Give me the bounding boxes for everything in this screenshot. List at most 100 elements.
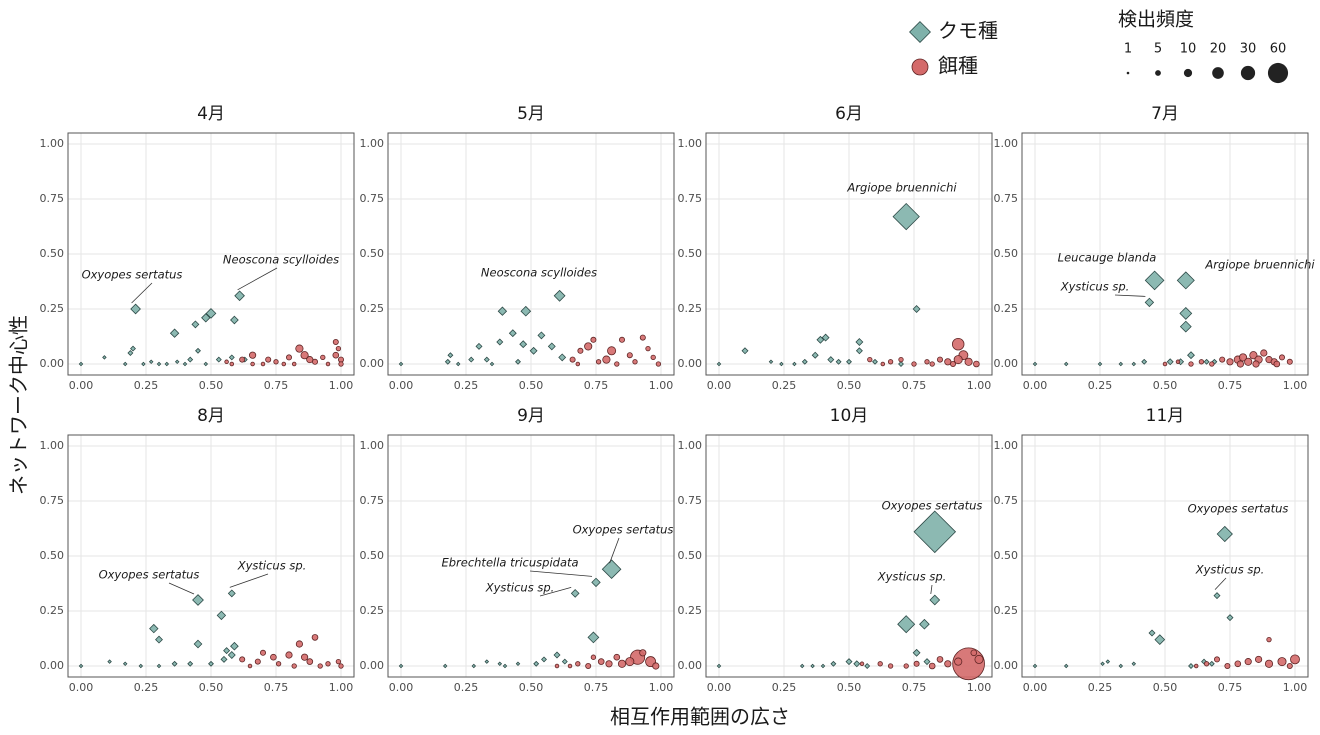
prey-point (975, 655, 983, 663)
prey-point (339, 664, 344, 669)
prey-point (266, 357, 271, 362)
annotation: Neoscona scylloides (223, 253, 339, 267)
prey-point (868, 357, 873, 362)
y-tick-label: 0.00 (40, 357, 65, 370)
x-tick-label: 0.50 (1153, 681, 1178, 694)
x-tick-label: 0.00 (69, 379, 94, 392)
prey-point (576, 362, 580, 366)
annotation: Oxyopes sertatus (1188, 502, 1289, 516)
x-tick-label: 0.25 (134, 379, 159, 392)
prey-point (640, 335, 645, 340)
prey-point (1287, 663, 1292, 668)
prey-point (614, 654, 620, 660)
prey-point (1253, 361, 1259, 367)
prey-point (878, 662, 883, 667)
x-tick-label: 0.25 (454, 681, 479, 694)
prey-point (646, 346, 651, 351)
prey-point (615, 362, 620, 367)
prey-point (591, 655, 596, 660)
prey-point (860, 662, 864, 666)
figure: 相互作用範囲の広さ ネットワーク中心性 クモ種餌種検出頻度15102030604… (0, 0, 1320, 735)
x-tick-label: 1.00 (1283, 681, 1308, 694)
size-legend-label: 1 (1124, 42, 1132, 57)
prey-point (282, 362, 286, 366)
y-tick-label: 0.25 (678, 302, 703, 315)
prey-point (585, 343, 592, 350)
annotation: Xysticus sp. (1060, 280, 1130, 294)
x-tick-label: 0.50 (199, 379, 224, 392)
y-tick-label: 1.00 (360, 137, 385, 150)
prey-point (576, 662, 581, 667)
y-tick-label: 1.00 (360, 439, 385, 452)
y-tick-label: 0.50 (360, 549, 385, 562)
y-tick-label: 0.25 (360, 302, 385, 315)
prey-point (339, 362, 344, 367)
x-tick-label: 1.00 (329, 379, 354, 392)
prey-point (261, 362, 265, 366)
x-tick-label: 0.50 (1153, 379, 1178, 392)
y-tick-label: 0.75 (994, 494, 1019, 507)
prey-point (1163, 362, 1167, 366)
y-tick-label: 0.00 (994, 659, 1019, 672)
legend-marker (910, 22, 931, 43)
legend-label: 餌種 (938, 54, 978, 78)
x-tick-label: 0.75 (584, 379, 609, 392)
prey-point (1204, 662, 1209, 667)
prey-point (578, 348, 583, 353)
y-tick-label: 0.50 (994, 549, 1019, 562)
annotation: Neoscona scylloides (481, 266, 597, 280)
y-tick-label: 0.50 (678, 549, 703, 562)
prey-point (1245, 658, 1251, 664)
x-tick-label: 0.75 (1218, 379, 1243, 392)
x-tick-label: 0.25 (772, 379, 797, 392)
size-legend-label: 20 (1210, 42, 1227, 57)
prey-point (929, 663, 935, 669)
prey-point (606, 661, 612, 667)
x-tick-label: 0.25 (1088, 379, 1113, 392)
x-tick-label: 0.75 (902, 681, 927, 694)
y-tick-label: 0.00 (360, 659, 385, 672)
prey-point (1279, 355, 1284, 360)
prey-point (251, 362, 255, 366)
prey-point (1278, 657, 1286, 665)
x-tick-label: 0.00 (389, 681, 414, 694)
prey-point (1237, 361, 1243, 367)
prey-point (1210, 362, 1215, 367)
prey-point (333, 339, 338, 344)
prey-point (296, 641, 302, 647)
panel-title: 6月 (835, 104, 863, 124)
prey-point (286, 652, 292, 658)
y-tick-label: 0.50 (360, 247, 385, 260)
prey-point (1265, 660, 1272, 667)
prey-point (1290, 655, 1299, 664)
prey-point (568, 664, 572, 668)
annotation: Argiope bruennichi (846, 181, 957, 195)
y-tick-label: 1.00 (994, 439, 1019, 452)
x-tick-label: 1.00 (1283, 379, 1308, 392)
x-tick-label: 0.50 (199, 681, 224, 694)
x-tick-label: 0.50 (519, 379, 544, 392)
size-legend-dot (1212, 67, 1224, 79)
panel-title: 9月 (517, 406, 545, 426)
prey-point (965, 358, 972, 365)
y-tick-label: 0.25 (40, 302, 65, 315)
prey-point (1214, 657, 1219, 662)
y-tick-label: 0.25 (994, 302, 1019, 315)
y-tick-label: 0.50 (678, 247, 703, 260)
y-tick-label: 0.75 (360, 192, 385, 205)
y-tick-label: 0.75 (994, 192, 1019, 205)
prey-point (570, 357, 575, 362)
prey-point (292, 664, 297, 669)
x-tick-label: 0.50 (837, 379, 862, 392)
legend-label: クモ種 (938, 19, 998, 43)
prey-point (973, 361, 979, 367)
y-tick-label: 0.75 (678, 494, 703, 507)
y-tick-label: 0.25 (994, 604, 1019, 617)
x-tick-label: 0.25 (134, 681, 159, 694)
prey-point (914, 661, 919, 666)
prey-point (618, 660, 625, 667)
prey-point (1220, 357, 1225, 362)
prey-point (598, 659, 604, 665)
y-tick-label: 0.25 (360, 604, 385, 617)
x-axis-label: 相互作用範囲の広さ (610, 705, 790, 729)
